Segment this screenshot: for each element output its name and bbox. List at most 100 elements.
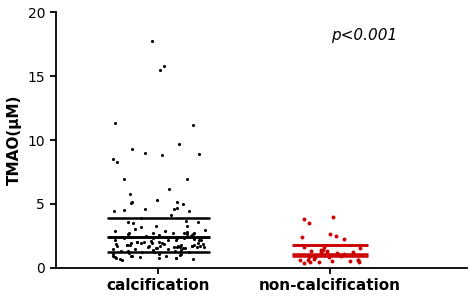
Point xyxy=(152,246,160,251)
Point xyxy=(200,245,208,250)
Point xyxy=(109,254,117,259)
Point xyxy=(169,230,177,235)
Point xyxy=(310,257,318,262)
Point xyxy=(183,224,191,229)
Point xyxy=(201,228,209,233)
Point xyxy=(305,220,313,225)
Point xyxy=(124,231,131,236)
Point xyxy=(355,260,363,265)
Point xyxy=(319,248,327,253)
Y-axis label: TMAO(μM): TMAO(μM) xyxy=(7,95,22,185)
Point xyxy=(149,236,157,241)
Point xyxy=(189,232,197,236)
Point xyxy=(185,250,192,254)
Point xyxy=(112,242,120,247)
Point xyxy=(156,244,164,249)
Point xyxy=(128,200,136,205)
Point xyxy=(153,245,161,250)
Point xyxy=(141,207,149,212)
Point xyxy=(124,219,132,224)
Point xyxy=(196,238,203,243)
Point xyxy=(167,213,175,218)
Point xyxy=(131,227,138,232)
Point xyxy=(323,248,330,253)
Point xyxy=(340,237,347,242)
Point xyxy=(356,246,364,250)
Point xyxy=(328,259,336,264)
Point xyxy=(182,245,189,250)
Point xyxy=(127,192,134,197)
Point xyxy=(172,237,180,242)
Point xyxy=(305,255,313,260)
Point xyxy=(354,258,362,262)
Point xyxy=(177,243,185,248)
Point xyxy=(110,208,118,213)
Point xyxy=(124,249,132,254)
Point xyxy=(161,234,169,239)
Point xyxy=(152,223,159,228)
Point xyxy=(176,252,183,257)
Point xyxy=(173,236,181,240)
Point xyxy=(155,252,163,257)
Point xyxy=(175,142,183,146)
Point xyxy=(109,252,117,256)
Point xyxy=(316,260,323,265)
Point xyxy=(112,255,120,260)
Point xyxy=(149,38,156,43)
Point xyxy=(158,241,166,246)
Point xyxy=(145,243,153,248)
Point xyxy=(128,254,136,258)
Point xyxy=(317,248,325,252)
Point xyxy=(155,256,163,260)
Point xyxy=(194,220,201,224)
Point xyxy=(179,245,187,250)
Point xyxy=(197,243,204,248)
Point xyxy=(148,240,155,245)
Point xyxy=(155,240,163,244)
Point xyxy=(299,234,306,239)
Point xyxy=(149,248,157,252)
Point xyxy=(160,242,168,247)
Point xyxy=(320,245,328,250)
Point xyxy=(177,248,185,252)
Point xyxy=(191,242,198,247)
Point xyxy=(172,256,179,260)
Point xyxy=(182,219,190,224)
Point xyxy=(320,252,328,257)
Point xyxy=(337,253,345,258)
Point xyxy=(109,247,117,252)
Point xyxy=(171,248,179,253)
Point xyxy=(118,258,126,263)
Point xyxy=(111,255,118,260)
Point xyxy=(129,220,137,225)
Point xyxy=(180,230,187,235)
Point xyxy=(311,254,319,259)
Point xyxy=(128,147,136,152)
Point xyxy=(123,242,130,247)
Point xyxy=(127,254,135,258)
Point xyxy=(127,240,135,245)
Point xyxy=(120,236,128,240)
Point xyxy=(183,230,191,234)
Point xyxy=(173,245,181,250)
Point xyxy=(329,214,337,219)
Point xyxy=(114,244,121,249)
Point xyxy=(109,157,117,162)
Point xyxy=(180,202,187,206)
Point xyxy=(174,244,182,248)
Point xyxy=(133,239,141,244)
Point xyxy=(113,159,120,164)
Point xyxy=(332,233,340,238)
Point xyxy=(349,249,356,254)
Point xyxy=(300,244,308,249)
Point xyxy=(173,256,180,260)
Point xyxy=(188,233,195,238)
Point xyxy=(137,241,145,246)
Point xyxy=(296,257,304,262)
Point xyxy=(187,234,195,239)
Point xyxy=(181,236,188,241)
Point xyxy=(149,230,156,235)
Point xyxy=(173,199,181,204)
Point xyxy=(163,254,170,259)
Point xyxy=(153,197,161,202)
